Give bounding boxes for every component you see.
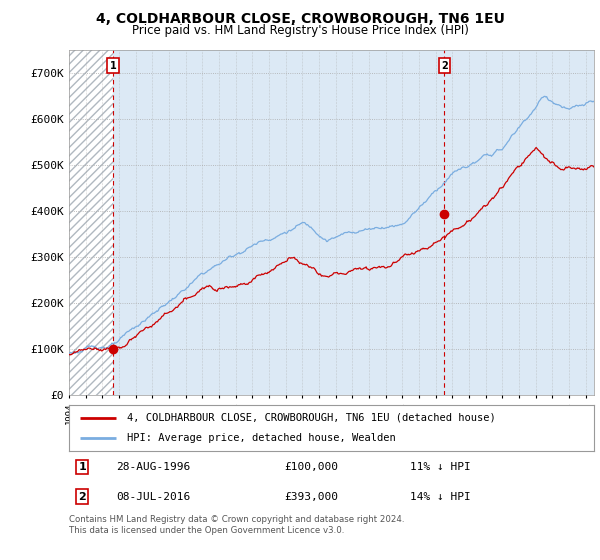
Bar [69,50,113,395]
Text: Price paid vs. HM Land Registry's House Price Index (HPI): Price paid vs. HM Land Registry's House … [131,24,469,37]
Text: Contains HM Land Registry data © Crown copyright and database right 2024.
This d: Contains HM Land Registry data © Crown c… [69,515,404,535]
Text: 4, COLDHARBOUR CLOSE, CROWBOROUGH, TN6 1EU (detached house): 4, COLDHARBOUR CLOSE, CROWBOROUGH, TN6 1… [127,413,496,423]
Text: HPI: Average price, detached house, Wealden: HPI: Average price, detached house, Weal… [127,433,395,443]
Text: £100,000: £100,000 [284,462,338,472]
Text: 2: 2 [78,492,86,502]
Text: 14% ↓ HPI: 14% ↓ HPI [410,492,471,502]
Text: 11% ↓ HPI: 11% ↓ HPI [410,462,471,472]
Text: 2: 2 [441,60,448,71]
Text: 1: 1 [78,462,86,472]
Text: 4, COLDHARBOUR CLOSE, CROWBOROUGH, TN6 1EU: 4, COLDHARBOUR CLOSE, CROWBOROUGH, TN6 1… [95,12,505,26]
Text: 08-JUL-2016: 08-JUL-2016 [116,492,191,502]
Text: 1: 1 [110,60,116,71]
Text: £393,000: £393,000 [284,492,338,502]
Text: 28-AUG-1996: 28-AUG-1996 [116,462,191,472]
